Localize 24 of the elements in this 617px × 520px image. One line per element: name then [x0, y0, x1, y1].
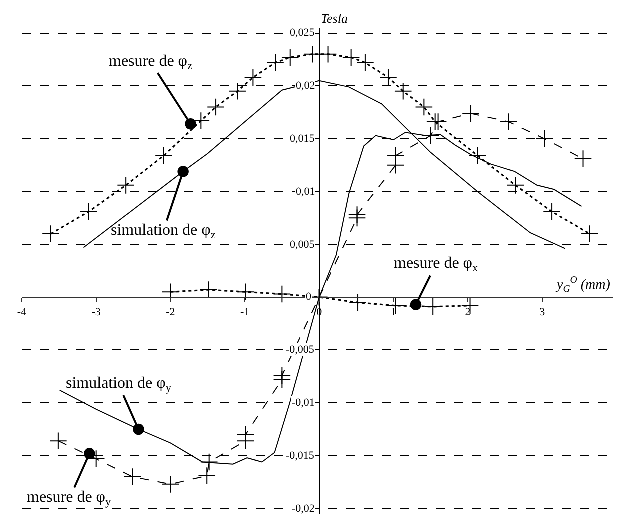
x-tick-label: 1 — [390, 306, 396, 319]
x-tick-label: -4 — [17, 306, 28, 319]
x-tick-label: -1 — [240, 306, 250, 319]
annotation: simulation de φ$_{z}$ — [111, 222, 216, 242]
y-tick-label: -0,01 — [292, 397, 315, 409]
annotation: mesure de φ$_{z}$ — [109, 53, 193, 72]
y-tick-label: 0,015 — [290, 133, 316, 145]
y-tick-label: 0,005 — [290, 239, 316, 251]
x-tick-label: 3 — [540, 306, 546, 319]
annotation: mesure de φ$_{y}$ — [27, 489, 112, 508]
y-tick-label: -0,02 — [292, 503, 315, 515]
x-axis-title: y$_{G}$$^{O}$ (mm) — [555, 275, 611, 295]
y-tick-label: 0 — [306, 291, 312, 303]
annotation: mesure de φ$_{x}$ — [394, 255, 479, 274]
annotation: simulation de φ$_{y}$ — [66, 375, 172, 394]
y-tick-label: -0,005 — [286, 344, 315, 356]
x-tick-label: -3 — [92, 306, 102, 319]
x-tick-label: -2 — [166, 306, 176, 319]
y-tick-label: 0,025 — [290, 27, 316, 39]
y-tick-label: -0,015 — [286, 450, 315, 462]
y-axis-title: Tesla — [321, 11, 348, 26]
y-tick-label: 0,01 — [296, 186, 316, 198]
x-tick-label: 2 — [465, 306, 471, 319]
y-tick-label: 0,02 — [296, 80, 316, 92]
